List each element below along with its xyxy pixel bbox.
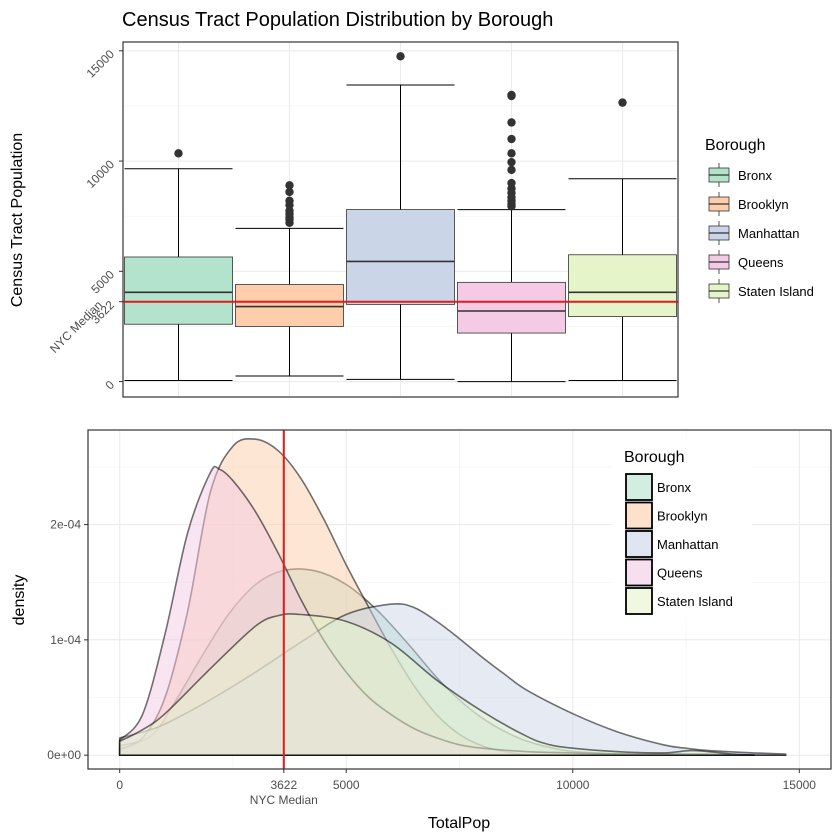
outlier-point [285, 187, 294, 197]
density-legend-item-bronx: Bronx [625, 473, 691, 501]
box-legend-item-bronx: Bronx [708, 163, 772, 187]
legend-key [625, 530, 653, 558]
outlier-point [507, 149, 516, 158]
density-legend-label: Brooklyn [657, 509, 708, 524]
legend-key [625, 558, 653, 587]
box-iqr [124, 256, 233, 325]
box-legend: Borough Bronx Brooklyn Manhattan Queens Stat… [705, 137, 814, 303]
density-legend-label: Manhattan [657, 537, 718, 552]
box-legend-label: Queens [738, 255, 784, 270]
outlier-point [396, 52, 405, 61]
box-iqr [346, 209, 455, 305]
density-legend-item-manhattan: Manhattan [625, 530, 718, 558]
box-iqr [457, 281, 566, 334]
box-manhattan [346, 52, 455, 380]
box-legend-label: Brooklyn [738, 197, 789, 212]
outlier-point [174, 149, 183, 158]
box-legend-label: Bronx [738, 168, 772, 183]
box-chart-title: Census Tract Population Distribution by … [122, 9, 553, 31]
legend-key [625, 587, 653, 615]
density-x-axis-title: TotalPop [428, 815, 490, 832]
box-queens [457, 90, 566, 383]
density-legend-label: Bronx [657, 480, 691, 495]
box-staten-island [568, 98, 677, 381]
density-x-tick-label: 10000 [556, 778, 590, 792]
box-legend-item-queens: Queens [708, 250, 784, 274]
outlier-point [285, 181, 294, 190]
density-y-tick-label: 0e+00 [47, 748, 81, 762]
density-legend-title: Borough [624, 449, 685, 466]
box-legend-item-staten-island: Staten Island [708, 279, 814, 303]
outlier-point [507, 165, 516, 175]
density-legend-item-staten-island: Staten Island [625, 587, 733, 615]
outlier-point [507, 90, 516, 100]
density-x-tick-label: 15000 [783, 778, 817, 792]
outlier-point [285, 196, 294, 205]
box-legend-title: Borough [705, 137, 766, 154]
box-iqr [568, 254, 677, 317]
density-x-tick-label: 0 [116, 778, 123, 792]
density-legend-label: Queens [657, 566, 703, 581]
box-iqr [235, 284, 344, 327]
outlier-point [507, 178, 516, 188]
box-plot-panel [122, 41, 679, 398]
density-legend-item-brooklyn: Brooklyn [625, 501, 708, 530]
outlier-point [618, 98, 627, 107]
box-legend-item-manhattan: Manhattan [708, 221, 799, 245]
density-x-tick-sublabel: NYC Median [250, 793, 318, 807]
box-legend-label: Staten Island [738, 284, 814, 299]
density-legend: Borough Bronx Brooklyn Manhattan Queens Stat… [612, 440, 752, 618]
density-x-tick-label: 3622 [270, 778, 297, 792]
density-legend-label: Staten Island [657, 594, 733, 609]
box-y-axis-title: Census Tract Population [9, 133, 26, 307]
density-x-tick-label: 5000 [333, 778, 360, 792]
outlier-point [507, 134, 516, 144]
legend-key [625, 501, 653, 530]
box-legend-label: Manhattan [738, 226, 799, 241]
outlier-point [507, 118, 516, 127]
density-legend-item-queens: Queens [625, 558, 703, 587]
box-legend-item-brooklyn: Brooklyn [708, 192, 789, 216]
density-area-staten-island [118, 613, 755, 756]
box-bronx [124, 149, 233, 381]
legend-key [625, 473, 653, 501]
box-brooklyn [235, 181, 344, 377]
density-y-tick-label: 1e-04 [50, 633, 81, 647]
density-y-tick-label: 2e-04 [50, 518, 81, 532]
density-y-axis-title: density [11, 575, 28, 626]
outlier-point [507, 157, 516, 167]
